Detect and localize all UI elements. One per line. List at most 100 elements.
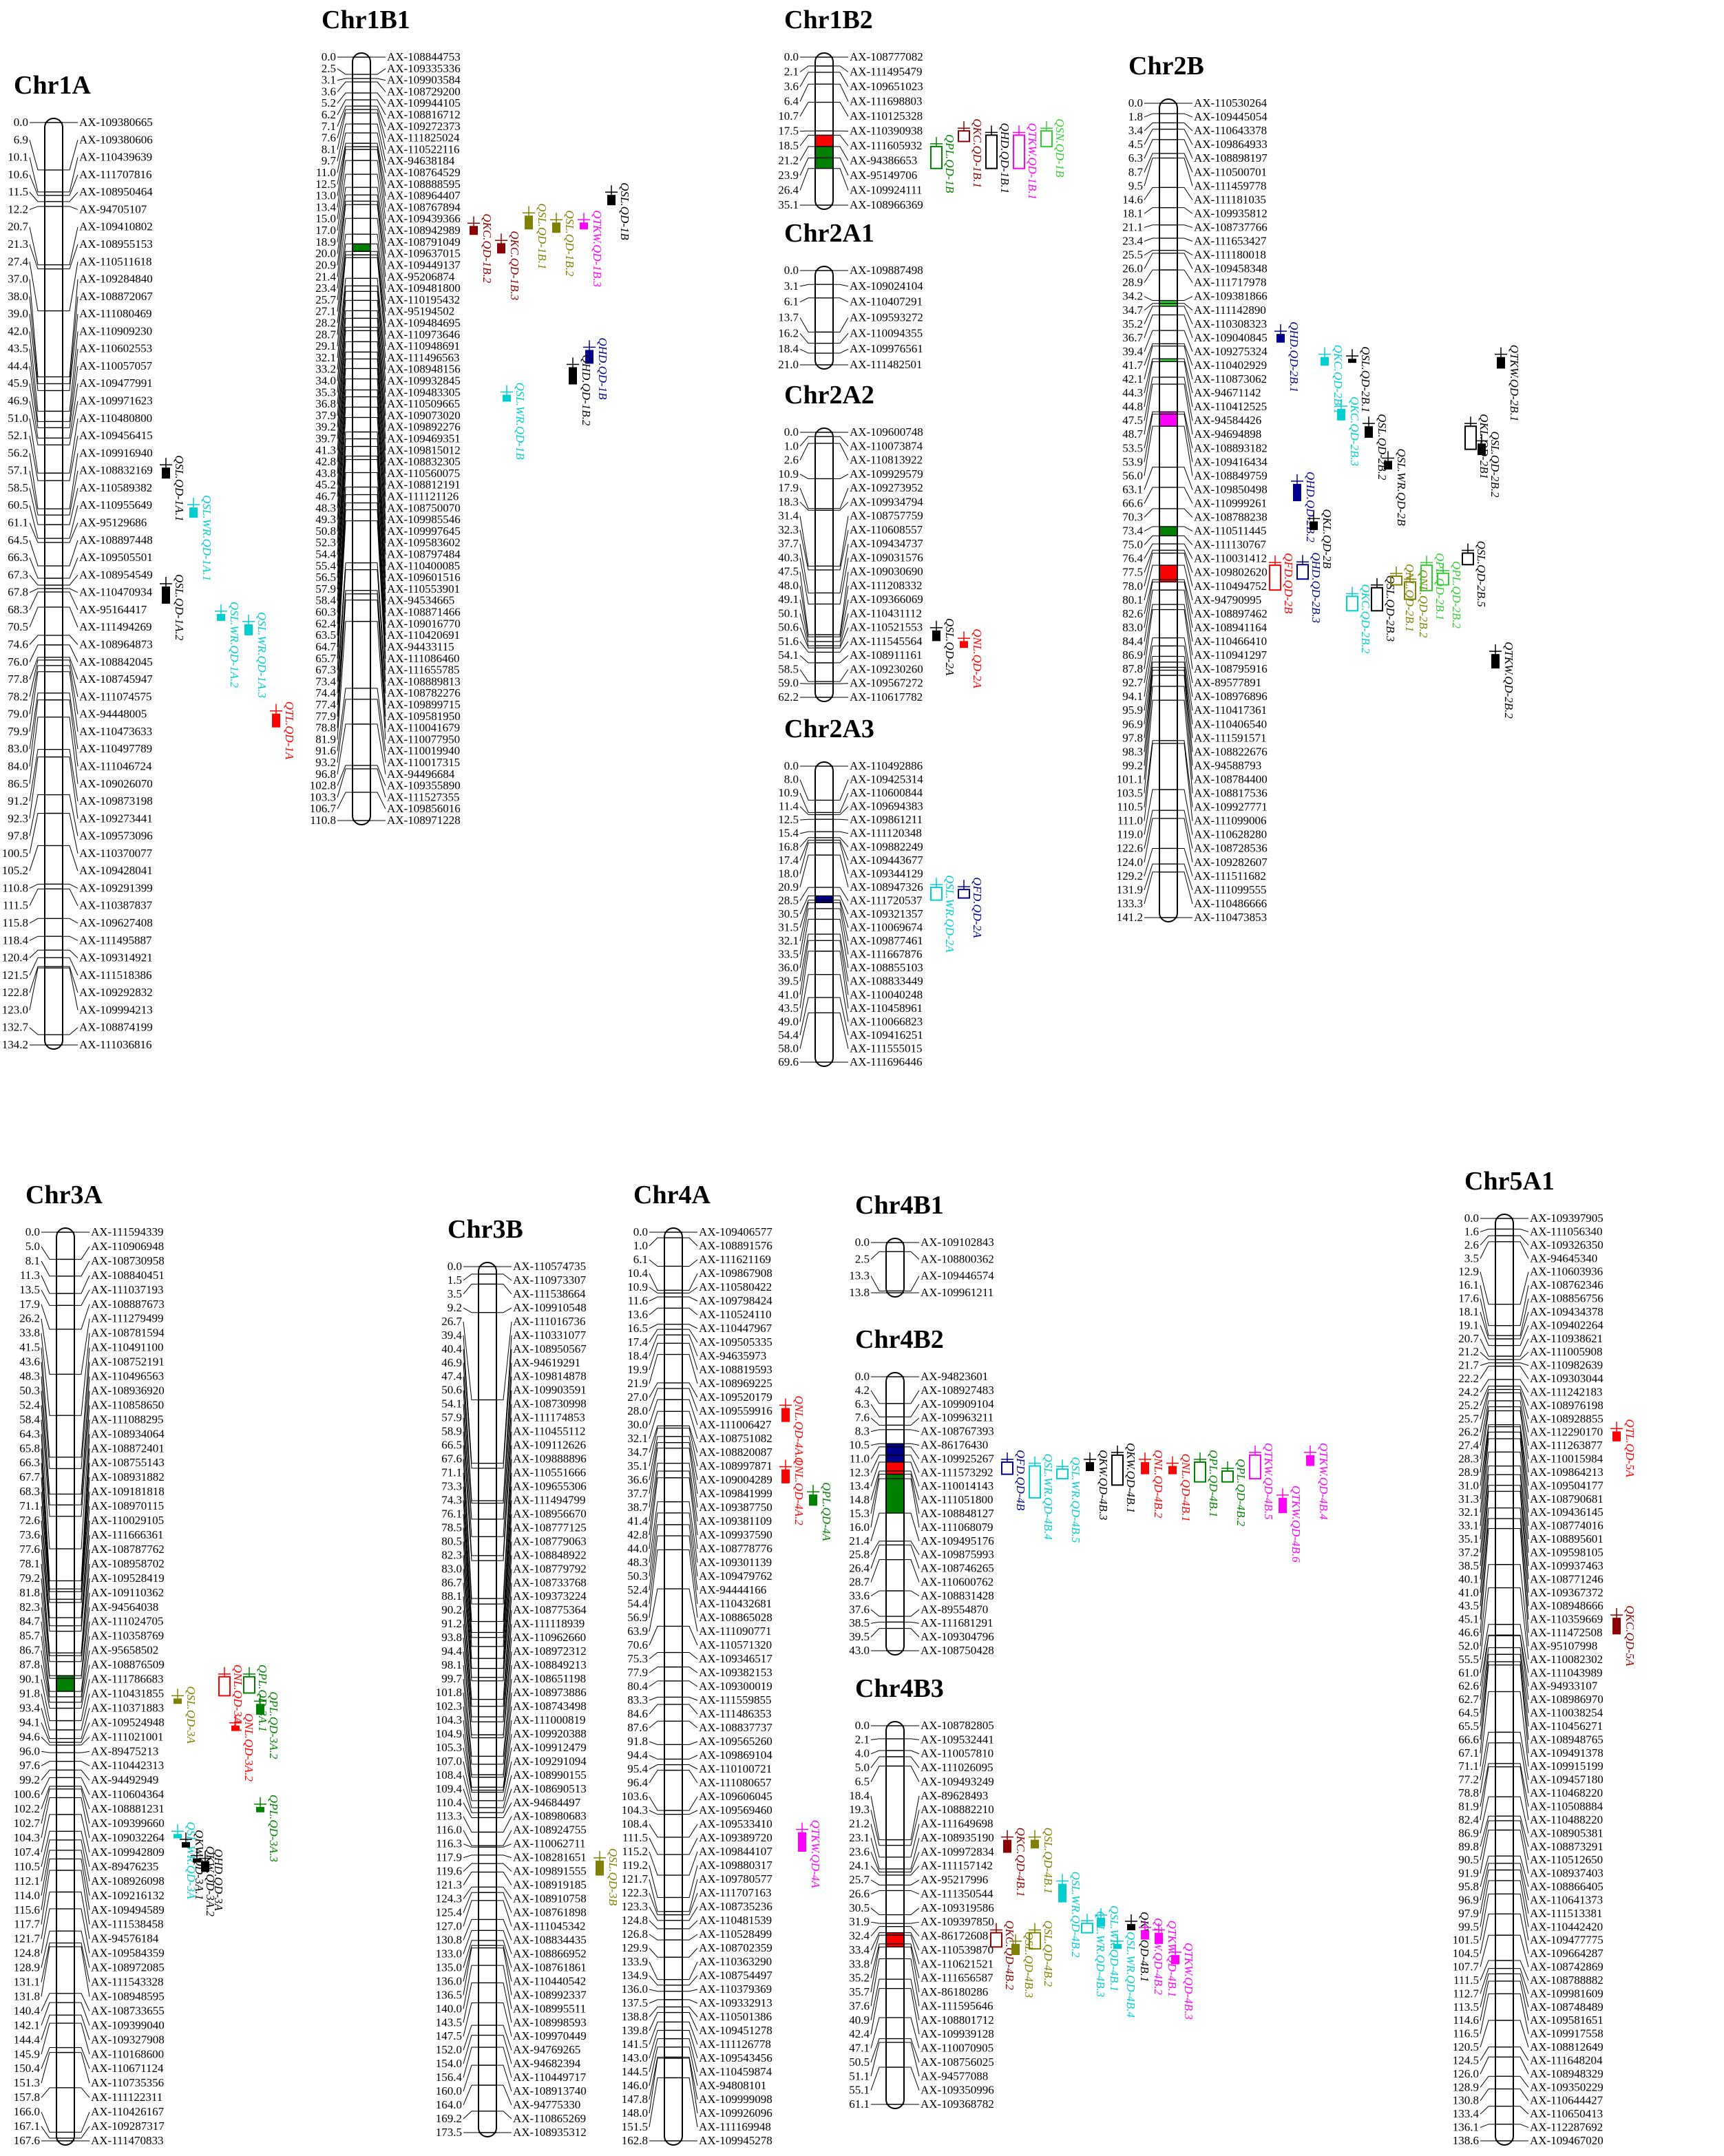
marker-position: 94.1 [19,1715,40,1729]
marker-connector [682,1796,698,1811]
marker-connector [29,401,45,445]
qtl-interval [960,641,968,648]
chromosome-title: Chr2A2 [784,381,874,410]
marker-name: AX-108767393 [921,1425,994,1438]
marker-connector [904,1879,920,1885]
marker-connector [337,78,353,81]
marker-connector [1144,666,1159,739]
marker-connector [1177,314,1193,339]
marker-connector [833,854,849,888]
marker-connector [370,416,386,543]
marker-position: 20.9 [778,880,799,894]
marker-name: AX-109416434 [1194,455,1268,468]
qtl-interval [1321,357,1329,366]
marker-connector [63,557,78,579]
marker-name: AX-109505335 [699,1335,772,1349]
marker-connector [799,933,815,982]
marker-connector [870,1628,886,1638]
qtl-interval [809,1494,817,1506]
marker-connector [337,792,353,810]
marker-connector [649,1851,664,1876]
marker-name: AX-94444166 [699,1583,766,1596]
marker-position: 2.1 [784,65,799,78]
qtl-interval [1155,1932,1163,1944]
marker-connector [904,1474,920,1514]
qtl-label: QSL.WR.QD-1A.1 [200,495,213,581]
marker-connector [870,1890,886,1894]
marker-name: AX-108743498 [513,1700,587,1713]
marker-position: 54.4 [315,548,336,561]
marker-position: 126.8 [622,1927,648,1941]
chromosome-bar [1159,98,1178,922]
qtl-label: QTKW.QD-1B.1 [1026,123,1039,200]
marker-position: 93.8 [441,1631,462,1644]
marker-connector [1513,1426,1529,1499]
marker-position: 96.4 [627,1776,648,1789]
marker-name: AX-108781594 [91,1327,165,1340]
marker-connector [1513,1624,1529,1673]
marker-connector [682,1961,698,1980]
qtl-interval [1612,1618,1621,1635]
marker-name: AX-108771246 [1530,1572,1604,1585]
qtl-interval [1306,1455,1314,1466]
marker-position: 132.7 [2,1021,29,1034]
marker-connector [337,285,353,370]
marker-name: AX-111046724 [79,759,152,772]
marker-position: 0.0 [1464,1212,1479,1225]
qtl-QSL.QD-2B.2: QSL.QD-2B.2 [1363,414,1389,480]
marker-position: 124.8 [14,1947,40,1960]
marker-name: AX-109651023 [850,80,923,93]
marker-connector [1513,1438,1529,1526]
marker-name: AX-111825024 [387,131,460,145]
marker-connector [29,606,45,628]
marker-connector [649,1436,664,1481]
marker-connector [1177,425,1193,476]
marker-position: 33.5 [778,948,799,961]
marker-connector [463,1982,479,2023]
marker-name: AX-108995511 [513,2002,586,2015]
marker-position: 18.4 [778,342,799,355]
marker-connector [833,134,849,147]
marker-connector [1177,666,1193,739]
marker-position: 58.5 [778,662,799,675]
marker-position: 138.8 [622,2010,648,2023]
marker-connector [799,779,815,801]
marker-name: AX-110359669 [1530,1613,1603,1626]
marker-connector [833,157,849,176]
marker-connector [833,831,849,834]
marker-position: 77.2 [1458,1773,1479,1786]
marker-connector [496,1569,512,1682]
marker-connector [904,1417,920,1426]
marker-connector [833,655,849,664]
marker-position: 25.7 [315,293,336,306]
marker-connector [29,418,45,474]
qtl-label: QTKW.QD-4B.5 [1262,1443,1275,1520]
marker-connector [496,2064,512,2092]
marker-connector [74,1870,90,1925]
marker-connector [74,1434,90,1581]
marker-connector [799,600,815,642]
qtl-interval [470,226,478,235]
marker-name: AX-111655785 [387,664,459,677]
marker-connector [1144,743,1159,821]
marker-connector [496,2111,512,2120]
marker-position: 66.5 [441,1439,462,1452]
marker-connector [41,2022,56,2055]
qtl-label: QPL.QD-4B.1 [1207,1450,1220,1517]
marker-position: 25.7 [849,1873,870,1886]
highlight-segment [887,1474,903,1514]
qtl-QSL.QD-2B.2: QSL.QD-2B.2 [1475,431,1502,498]
marker-position: 16.8 [778,840,799,853]
qtl-interval [985,134,998,169]
marker-position: 35.1 [627,1459,648,1472]
marker-connector [496,1431,512,1561]
marker-connector [1177,699,1193,794]
marker-position: 46.9 [8,394,28,408]
marker-connector [29,540,45,567]
marker-position: 77.8 [8,673,28,686]
marker-position: 1.5 [448,1273,462,1287]
marker-connector [63,157,78,193]
qtl-interval [1003,1839,1011,1853]
marker-connector [41,1246,56,1260]
